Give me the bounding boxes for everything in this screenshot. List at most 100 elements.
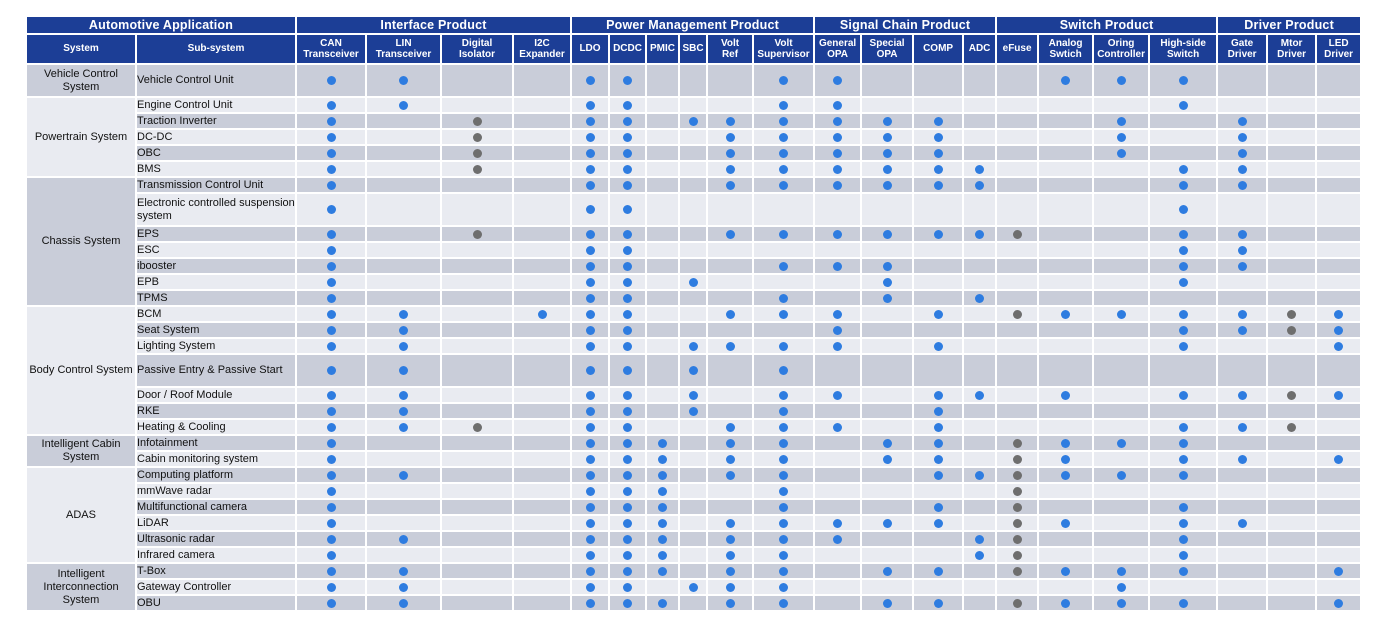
- availability-dot: [779, 582, 789, 592]
- matrix-cell-can: [295, 434, 367, 452]
- matrix-cell-sbc: [678, 530, 709, 548]
- matrix-cell-led: [1315, 192, 1363, 227]
- availability-dot: [933, 229, 943, 239]
- matrix-cell-hss: [1148, 466, 1219, 484]
- matrix-cell-hss: [1148, 128, 1219, 146]
- table-row: BMS: [26, 160, 1363, 178]
- matrix-cell-can: [295, 321, 367, 339]
- availability-dot: [779, 132, 789, 142]
- availability-dot: [623, 486, 633, 496]
- matrix-cell-asw: [1037, 530, 1095, 548]
- availability-dot: [1237, 148, 1247, 158]
- matrix-cell-sbc: [678, 241, 709, 259]
- availability-dot: [399, 598, 408, 608]
- subsystem-cell: T-Box: [135, 562, 297, 580]
- matrix-cell-asw: [1037, 257, 1095, 275]
- availability-dot: [1178, 390, 1188, 400]
- matrix-cell-adc: [962, 562, 998, 580]
- availability-dot: [1237, 180, 1247, 190]
- matrix-cell-mtor: [1266, 160, 1318, 178]
- availability-dot: [779, 502, 789, 512]
- matrix-cell-gopa: [813, 273, 863, 291]
- availability-dot: [1116, 309, 1126, 319]
- matrix-cell-efuse: [995, 225, 1040, 243]
- availability-dot: [725, 148, 735, 158]
- availability-dot: [1178, 502, 1188, 512]
- availability-dot: [1178, 422, 1188, 432]
- table-row: Traction Inverter: [26, 112, 1363, 130]
- availability-dot: [779, 341, 789, 351]
- matrix-cell-can: [295, 128, 367, 146]
- availability-dot: [1237, 454, 1247, 464]
- matrix-cell-mtor: [1266, 353, 1318, 388]
- availability-dot: [585, 164, 595, 174]
- availability-dot: [975, 164, 985, 174]
- availability-dot: [779, 550, 789, 560]
- matrix-cell-asw: [1037, 112, 1095, 130]
- availability-dot: [585, 486, 595, 496]
- group-header-5: Driver Product: [1216, 15, 1363, 35]
- matrix-cell-lin: [365, 418, 442, 436]
- matrix-cell-sbc: [678, 353, 709, 388]
- matrix-cell-sbc: [678, 289, 709, 307]
- matrix-cell-asw: [1037, 160, 1095, 178]
- matrix-cell-vref: [706, 402, 755, 420]
- matrix-cell-oring: [1092, 386, 1151, 404]
- matrix-cell-efuse: [995, 546, 1040, 564]
- matrix-cell-gate: [1216, 498, 1269, 516]
- availability-dot: [779, 76, 789, 85]
- matrix-cell-gate: [1216, 144, 1269, 162]
- matrix-cell-led: [1315, 594, 1363, 612]
- column-header-adc: ADC: [962, 33, 998, 65]
- matrix-cell-gate: [1216, 273, 1269, 291]
- matrix-cell-vsup: [752, 530, 816, 548]
- availability-dot: [399, 341, 408, 351]
- matrix-cell-sopa: [860, 578, 915, 596]
- matrix-cell-efuse: [995, 353, 1040, 388]
- matrix-cell-hss: [1148, 514, 1219, 532]
- matrix-cell-mtor: [1266, 402, 1318, 420]
- matrix-cell-gopa: [813, 514, 863, 532]
- matrix-cell-can: [295, 482, 367, 500]
- matrix-cell-oring: [1092, 402, 1151, 420]
- matrix-cell-ldo: [570, 562, 611, 580]
- availability-dot: [779, 486, 789, 496]
- availability-dot: [779, 390, 789, 400]
- availability-dot: [399, 76, 408, 85]
- matrix-cell-ldo: [570, 434, 611, 452]
- matrix-cell-vsup: [752, 241, 816, 259]
- matrix-cell-asw: [1037, 418, 1095, 436]
- matrix-cell-vsup: [752, 337, 816, 355]
- matrix-cell-vref: [706, 192, 755, 227]
- table-row: Chassis System Transmission Control Unit: [25, 176, 1363, 307]
- matrix-cell-sbc: [678, 128, 709, 146]
- matrix-cell-vsup: [752, 63, 816, 98]
- matrix-cell-hss: [1148, 241, 1219, 259]
- matrix-cell-pmic: [645, 353, 681, 388]
- matrix-cell-mtor: [1266, 225, 1318, 243]
- matrix-cell-ldo: [570, 498, 611, 516]
- matrix-cell-efuse: [995, 498, 1040, 516]
- availability-dot-gray: [1287, 390, 1297, 400]
- table-row: Lighting System: [26, 337, 1363, 355]
- matrix-cell-hss: [1148, 63, 1219, 98]
- matrix-cell-efuse: [995, 176, 1040, 194]
- matrix-cell-led: [1315, 289, 1363, 307]
- matrix-cell-mtor: [1266, 530, 1318, 548]
- matrix-cell-dcdc: [608, 546, 648, 564]
- availability-dot: [1061, 598, 1071, 608]
- availability-dot: [1334, 309, 1344, 319]
- matrix-cell-ldo: [570, 192, 611, 227]
- availability-dot: [1178, 180, 1188, 190]
- matrix-cell-vsup: [752, 498, 816, 516]
- availability-dot: [725, 341, 735, 351]
- matrix-cell-led: [1315, 273, 1363, 291]
- availability-dot: [933, 454, 943, 464]
- matrix-cell-vref: [706, 257, 755, 275]
- availability-dot: [779, 518, 789, 528]
- matrix-cell-ldo: [570, 144, 611, 162]
- table-row: Passive Entry & Passive Start: [26, 353, 1363, 388]
- matrix-cell-lin: [365, 273, 442, 291]
- matrix-cell-mtor: [1266, 192, 1318, 227]
- availability-dot: [326, 406, 336, 416]
